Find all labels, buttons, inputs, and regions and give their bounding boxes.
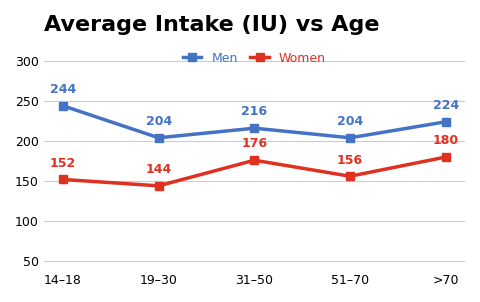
Women — [60, 178, 66, 181]
Text: 204: 204 — [145, 115, 172, 128]
Men — [60, 104, 66, 108]
Men — [252, 126, 257, 130]
Text: 156: 156 — [337, 153, 363, 166]
Text: 216: 216 — [241, 105, 267, 118]
Text: Average Intake (IU) vs Age: Average Intake (IU) vs Age — [44, 15, 379, 35]
Line: Women: Women — [59, 153, 450, 190]
Men — [443, 120, 449, 124]
Text: 244: 244 — [50, 83, 76, 96]
Women — [347, 175, 353, 178]
Text: 204: 204 — [337, 115, 363, 128]
Men — [347, 136, 353, 140]
Women — [443, 155, 449, 159]
Line: Men: Men — [59, 101, 450, 142]
Legend: Men, Women: Men, Women — [178, 47, 331, 70]
Text: 176: 176 — [241, 137, 267, 150]
Men — [156, 136, 161, 140]
Text: 180: 180 — [433, 134, 459, 147]
Women — [252, 159, 257, 162]
Text: 224: 224 — [433, 99, 459, 112]
Text: 144: 144 — [145, 163, 172, 176]
Text: 152: 152 — [50, 157, 76, 170]
Women — [156, 184, 161, 188]
